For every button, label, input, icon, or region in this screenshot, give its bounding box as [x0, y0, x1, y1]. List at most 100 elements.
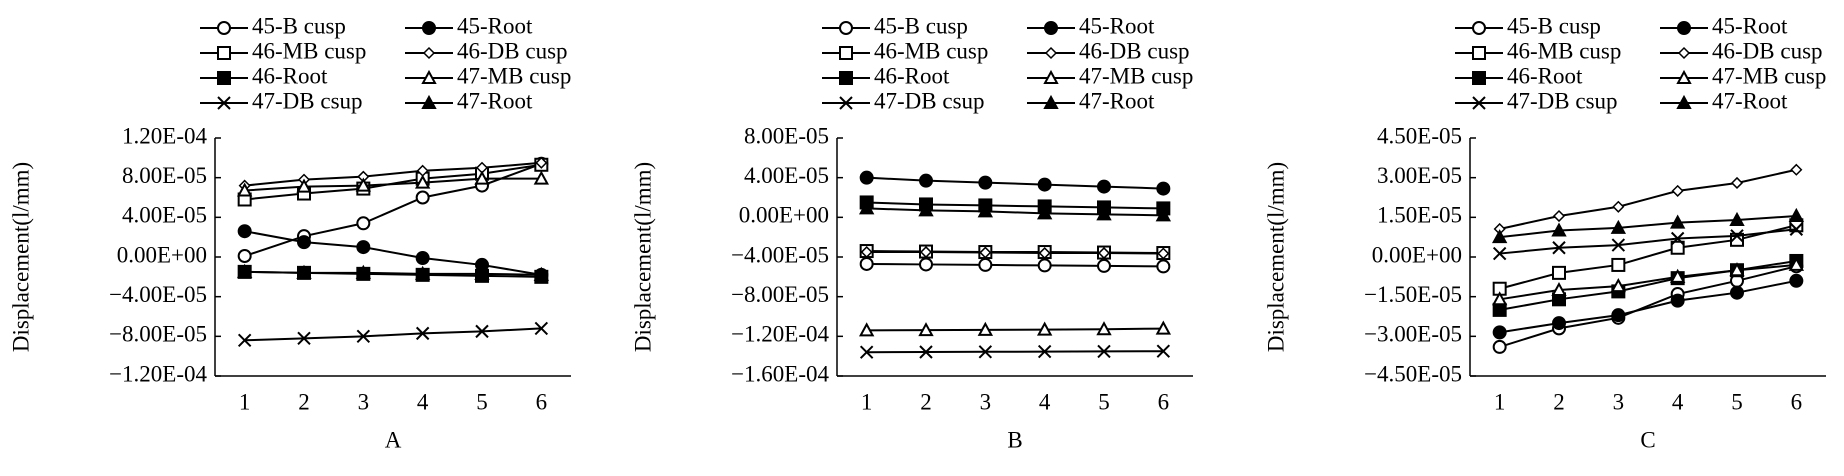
marker [1670, 293, 1685, 308]
marker [1670, 240, 1685, 255]
marker [421, 94, 437, 109]
marker [475, 324, 489, 339]
marker [217, 71, 231, 85]
marker [839, 21, 853, 35]
series-line [1499, 228, 1797, 255]
x-tick-label: 5 [1731, 389, 1743, 414]
marker [1610, 278, 1627, 293]
marker [1611, 238, 1626, 252]
series-line [866, 201, 1164, 210]
marker [1492, 302, 1507, 317]
series-line [866, 176, 1164, 190]
marker [217, 21, 231, 35]
marker [1612, 200, 1625, 213]
marker [1472, 71, 1486, 85]
legend-label: 46-MB cusp [252, 38, 366, 63]
marker [918, 322, 934, 337]
y-tick-label: 3.00E-05 [1377, 163, 1462, 188]
y-tick-label: 1.20E-04 [122, 123, 207, 148]
marker [1492, 246, 1507, 261]
marker [919, 257, 933, 272]
legend-label: 46-DB cusp [1712, 38, 1823, 63]
marker [1043, 94, 1059, 109]
series-line [244, 327, 542, 342]
marker [1677, 21, 1691, 35]
legend-label: 47-Root [457, 88, 533, 113]
legend-label: 46-DB cusp [457, 38, 568, 63]
marker [1156, 259, 1171, 274]
series-line [1499, 224, 1797, 290]
marker [978, 175, 993, 190]
legend-label: 45-B cusp [252, 13, 346, 38]
marker [236, 263, 253, 278]
y-tick-label: 4.00E-05 [744, 163, 829, 188]
series-line [244, 161, 542, 187]
marker [1155, 207, 1172, 222]
series-line [1499, 265, 1797, 348]
y-tick-label: −8.00E-05 [109, 322, 207, 347]
legend-label: 45-B cusp [874, 13, 968, 38]
marker [839, 71, 853, 85]
marker [1492, 325, 1507, 340]
marker [919, 245, 933, 259]
y-tick-label: −4.00E-05 [109, 282, 207, 307]
x-axis-label: B [1007, 427, 1022, 452]
marker [1156, 344, 1171, 358]
marker [217, 46, 231, 60]
marker [1044, 21, 1058, 35]
x-tick-label: 6 [536, 389, 548, 414]
marker [1097, 258, 1111, 273]
legend-label: 47-DB csup [874, 88, 985, 113]
marker [1552, 265, 1566, 280]
legend-label: 45-B cusp [1507, 13, 1601, 38]
x-axis-label: C [1640, 427, 1655, 452]
marker [839, 46, 853, 60]
marker [422, 46, 436, 60]
x-tick-label: 3 [358, 389, 370, 414]
marker [297, 235, 311, 250]
y-tick-label: −4.50E-05 [1364, 361, 1462, 386]
y-axis-label: Displacement(l/mm) [630, 162, 655, 352]
series-line [866, 251, 1164, 255]
marker [1096, 321, 1112, 336]
marker [1096, 206, 1112, 221]
marker [977, 321, 994, 336]
marker [1789, 222, 1804, 236]
series-line [244, 270, 542, 276]
marker [859, 345, 874, 359]
marker [237, 333, 252, 348]
marker [1552, 209, 1566, 223]
marker [860, 245, 873, 259]
marker [1610, 219, 1627, 234]
marker [839, 96, 853, 110]
legend-label: 46-Root [874, 63, 950, 88]
marker [1472, 96, 1486, 110]
marker [977, 203, 994, 218]
marker [1043, 69, 1059, 84]
marker [421, 69, 437, 84]
marker [1611, 308, 1626, 323]
legend-label: 47-MB cusp [1079, 63, 1193, 88]
marker [1729, 262, 1745, 277]
legend-label: 45-Root [1079, 13, 1155, 38]
x-tick-label: 6 [1791, 389, 1803, 414]
marker [1671, 184, 1684, 197]
marker [1677, 46, 1691, 60]
marker [533, 170, 550, 185]
legend-label: 47-MB cusp [457, 63, 571, 88]
marker [1097, 246, 1111, 260]
x-tick-label: 1 [1494, 389, 1506, 414]
marker [1551, 222, 1567, 237]
marker [355, 177, 372, 192]
x-tick-label: 2 [298, 389, 310, 414]
marker [1669, 268, 1686, 283]
y-tick-label: 4.00E-05 [122, 203, 207, 228]
marker [1472, 21, 1486, 35]
marker [1730, 229, 1744, 243]
series-line [244, 162, 542, 257]
marker [1036, 321, 1053, 336]
legend-label: 45-Root [1712, 13, 1788, 38]
marker [1552, 316, 1566, 331]
marker [355, 264, 372, 279]
